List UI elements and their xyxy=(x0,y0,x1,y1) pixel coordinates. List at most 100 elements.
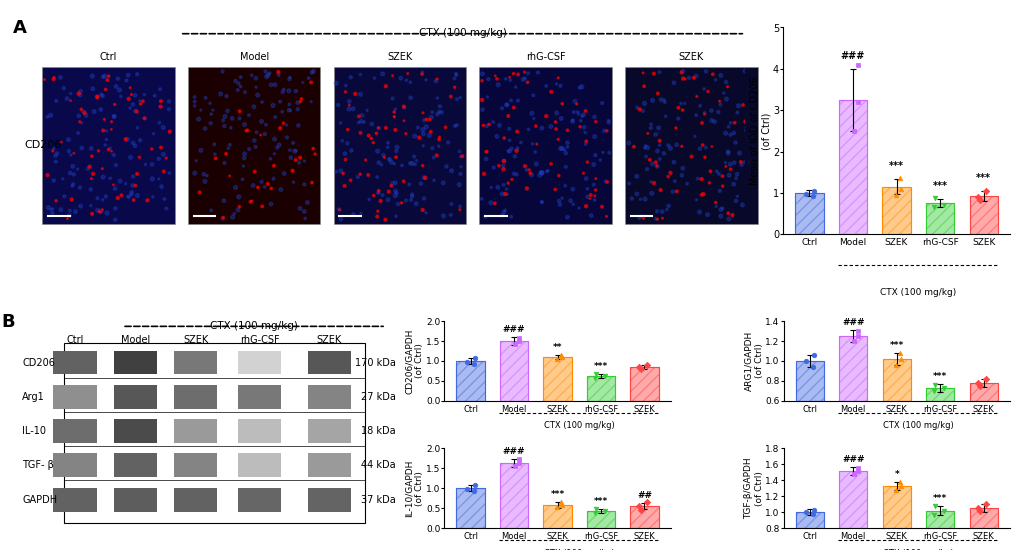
Point xyxy=(739,90,755,98)
Point xyxy=(977,500,994,509)
Y-axis label: CD206/GAPDH
(of Ctrl): CD206/GAPDH (of Ctrl) xyxy=(405,328,424,394)
Point xyxy=(501,136,518,145)
Point xyxy=(689,174,705,183)
Point xyxy=(328,79,344,87)
Point xyxy=(282,106,299,115)
Point xyxy=(151,118,167,127)
Point xyxy=(339,139,356,148)
Point xyxy=(407,132,423,141)
Point xyxy=(342,146,359,155)
Point xyxy=(520,69,536,78)
Point xyxy=(363,134,379,142)
Point xyxy=(230,192,247,201)
Text: SZEK: SZEK xyxy=(678,52,703,62)
Point xyxy=(395,177,412,185)
Point xyxy=(304,178,320,187)
Point xyxy=(216,158,232,167)
Point xyxy=(334,136,351,145)
Point xyxy=(887,486,903,494)
Point xyxy=(98,126,114,135)
Point xyxy=(380,187,396,196)
Point xyxy=(330,101,346,109)
Text: CD206: CD206 xyxy=(22,358,55,367)
Point xyxy=(661,144,678,153)
Point xyxy=(73,144,90,152)
Point xyxy=(147,91,163,100)
Point xyxy=(674,171,690,180)
Point xyxy=(635,214,651,223)
Point xyxy=(219,107,235,116)
Point xyxy=(375,151,391,160)
Bar xyxy=(333,67,466,224)
Point xyxy=(96,115,112,124)
Point xyxy=(721,165,738,174)
Point xyxy=(652,95,668,104)
Point xyxy=(304,68,320,77)
Point xyxy=(49,149,65,158)
Bar xyxy=(969,383,997,401)
Point xyxy=(248,142,264,151)
Point xyxy=(744,131,760,140)
Point xyxy=(392,74,409,82)
Point xyxy=(746,101,762,110)
Point xyxy=(443,166,460,175)
Bar xyxy=(53,385,97,409)
Point xyxy=(849,97,865,106)
Point xyxy=(633,365,649,373)
Point xyxy=(637,141,653,150)
Point xyxy=(227,183,244,192)
Point xyxy=(738,106,754,114)
Point xyxy=(44,208,60,217)
Point xyxy=(61,206,77,215)
Point xyxy=(90,92,106,101)
Point xyxy=(558,213,575,222)
Point xyxy=(384,94,400,103)
Text: ###: ### xyxy=(841,454,864,464)
Point xyxy=(476,169,492,178)
Bar xyxy=(308,488,351,512)
Point xyxy=(728,174,744,183)
Point xyxy=(577,107,593,116)
Point xyxy=(386,160,403,168)
Point xyxy=(286,147,303,156)
Point xyxy=(585,160,601,169)
Text: rhG-CSF: rhG-CSF xyxy=(525,52,565,62)
Point xyxy=(64,182,81,190)
Point xyxy=(370,124,386,133)
Point xyxy=(934,200,951,209)
Point xyxy=(70,112,87,120)
Point xyxy=(397,129,414,138)
Point xyxy=(587,151,603,160)
Point xyxy=(498,190,515,199)
Point xyxy=(688,92,704,101)
Point xyxy=(352,70,368,79)
Bar xyxy=(795,361,823,401)
Point xyxy=(448,95,465,103)
Point xyxy=(969,192,985,201)
Point xyxy=(422,128,438,136)
Point xyxy=(542,87,558,96)
Point xyxy=(892,355,908,364)
Point xyxy=(387,125,404,134)
Point xyxy=(516,68,532,76)
Point xyxy=(548,79,565,88)
Point xyxy=(499,179,516,188)
Point xyxy=(374,191,390,200)
Point xyxy=(716,158,733,167)
Point xyxy=(404,159,420,168)
Text: ##: ## xyxy=(636,491,651,500)
Bar xyxy=(499,341,528,401)
Point xyxy=(474,105,490,114)
Point xyxy=(667,124,684,133)
Point xyxy=(59,94,75,103)
Point xyxy=(474,96,490,104)
Point xyxy=(552,114,569,123)
Point xyxy=(235,162,252,170)
Point xyxy=(269,143,285,152)
Point xyxy=(676,99,692,108)
Point xyxy=(418,75,434,84)
Point xyxy=(418,123,434,131)
Point xyxy=(508,144,525,153)
Point xyxy=(704,70,720,79)
Point xyxy=(144,145,160,153)
